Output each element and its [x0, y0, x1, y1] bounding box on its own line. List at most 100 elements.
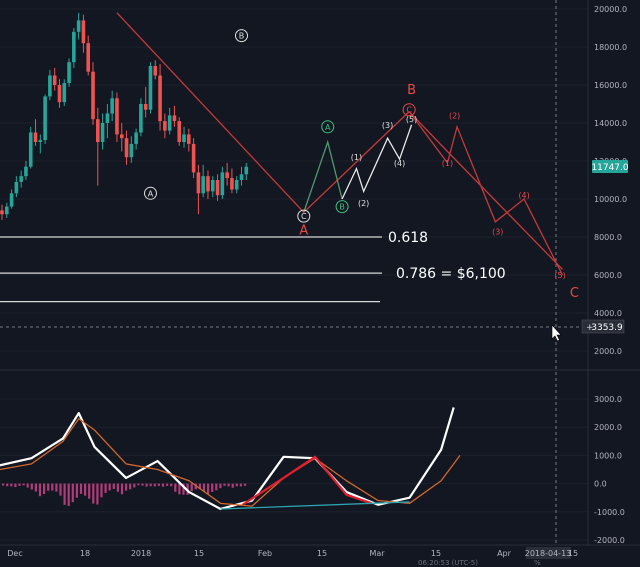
time-tick-label: 18 [80, 549, 90, 558]
price-tick-label: 8000.0 [594, 233, 622, 242]
candle-body [134, 132, 138, 144]
macd-histogram-bar [211, 483, 214, 492]
footer-timestamp: 06:20:53 (UTC-5) [418, 559, 478, 567]
macd-histogram-bar [215, 483, 218, 491]
macd-histogram-bar [219, 483, 222, 489]
candle-body [67, 62, 71, 84]
candle-body [206, 176, 210, 192]
macd-histogram-bar [26, 483, 29, 488]
macd-histogram-bar [153, 483, 156, 487]
candle-body [201, 176, 205, 194]
wave-label: (2) [449, 111, 460, 120]
wave-label: (4) [518, 191, 529, 200]
wave-label-circle [321, 120, 335, 134]
candle-body [4, 206, 9, 215]
wave-label-circle [143, 186, 157, 200]
macd-histogram-bar [6, 483, 9, 487]
macd-histogram-bar [149, 483, 152, 487]
candle-body [153, 66, 158, 76]
price-tick-label: 10000.0 [594, 195, 627, 204]
wave-label: (1) [351, 153, 362, 162]
wave-label: B [239, 32, 245, 41]
macd-tick-label: -1000.0 [594, 508, 625, 517]
time-tick-label: Dec [7, 549, 22, 558]
macd-histogram-bar [47, 483, 50, 491]
candle-body [230, 178, 234, 190]
candle-body [115, 98, 119, 135]
macd-line [242, 455, 373, 506]
macd-histogram-bar [10, 483, 13, 487]
candle-body [129, 143, 134, 158]
macd-histogram-bar [92, 483, 95, 504]
candle-body [100, 123, 105, 142]
macd-histogram-bar [231, 483, 234, 488]
time-tick-label: 2018-04-13 [525, 549, 572, 558]
wave-label: B [407, 83, 416, 98]
macd-histogram-bar [166, 483, 169, 486]
macd-histogram-bar [112, 483, 115, 489]
candle-body [196, 172, 201, 194]
macd-axis[interactable]: 3000.0 2000.0 1000.0 0.0 -1000.0 -2000.0 [594, 395, 625, 545]
crosshair-price-badge: + 3353.9 [581, 319, 625, 334]
wave-label: (3) [382, 121, 393, 130]
time-tick-label: Apr [497, 549, 512, 558]
candle-body [220, 172, 225, 196]
macd-tick-label: 3000.0 [594, 395, 622, 404]
wave-label: A [148, 189, 154, 198]
candle-body [139, 104, 143, 133]
wave-label: (5) [554, 271, 565, 280]
macd-histogram-bar [18, 483, 21, 486]
fibonacci-levels: 0.618 0.786 = $6,100 [0, 230, 506, 303]
price-tick-label: 14000.0 [594, 119, 627, 128]
macd-line [0, 418, 461, 507]
macd-histogram-bar [79, 483, 83, 494]
candle-body [210, 180, 215, 192]
macd-histogram-bar [223, 483, 226, 486]
footer-percent-toggle[interactable]: % [534, 559, 541, 567]
candle-body [110, 98, 114, 114]
time-tick-label: 15 [431, 549, 441, 558]
macd-histogram-bar [133, 483, 136, 488]
macd-histogram-bar [207, 483, 210, 495]
macd-histogram-bar [120, 483, 124, 495]
macd-histogram-bar [30, 483, 33, 490]
candle-body [24, 166, 28, 177]
candle-body [96, 119, 100, 142]
wave-path [408, 111, 563, 270]
macd-histogram-bar [84, 483, 87, 496]
wave-label: (5) [406, 115, 417, 124]
macd-histogram-bar [194, 483, 197, 490]
mouse-cursor-icon [551, 324, 562, 342]
fib-level-label: 0.786 = $6,100 [396, 266, 506, 282]
macd-histogram-bar [137, 483, 140, 486]
macd-histogram-bar [34, 483, 37, 492]
price-tick-label: 20000.0 [594, 5, 627, 14]
wave-label: C [301, 212, 307, 221]
candle-body [91, 71, 95, 120]
candle-body [28, 132, 33, 167]
candle-body [105, 113, 110, 123]
elliott-wave-paths [116, 12, 564, 276]
candle-body [57, 85, 62, 103]
macd-histogram-bar [227, 483, 230, 487]
macd-tick-label: 2000.0 [594, 423, 622, 432]
price-tick-label: 18000.0 [594, 43, 627, 52]
candle-body [234, 180, 239, 190]
macd-histogram-bar [38, 483, 42, 497]
macd-histogram-bar [100, 483, 103, 498]
wave-label-circle [402, 103, 416, 117]
candle-body [163, 121, 167, 131]
fib-level-label: 0.618 [388, 230, 428, 246]
macd-histogram [2, 483, 247, 506]
candle-body [81, 20, 86, 44]
crosshair-price-label: 3353.9 [591, 323, 623, 333]
candle-body [172, 115, 177, 122]
time-tick-label: 15 [568, 549, 578, 558]
candle-body [9, 193, 14, 207]
time-tick-label: 15 [317, 549, 327, 558]
macd-histogram-bar [51, 483, 54, 491]
time-tick-label: 15 [194, 549, 204, 558]
candle-body [158, 75, 162, 122]
